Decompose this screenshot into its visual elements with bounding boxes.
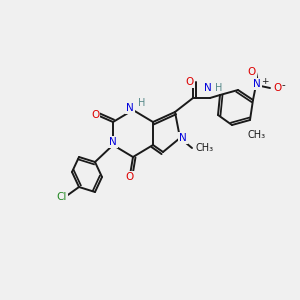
Text: N: N — [109, 137, 117, 147]
Text: O: O — [126, 172, 134, 182]
Text: CH₃: CH₃ — [248, 130, 266, 140]
Text: N: N — [204, 83, 212, 93]
Text: H: H — [215, 83, 222, 93]
Text: O: O — [273, 83, 281, 93]
Text: +: + — [261, 76, 268, 85]
Text: CH₃: CH₃ — [195, 143, 213, 153]
Text: N: N — [126, 103, 134, 113]
Text: N: N — [253, 79, 261, 89]
Text: -: - — [281, 80, 285, 90]
Text: Cl: Cl — [57, 192, 67, 202]
Text: O: O — [248, 67, 256, 77]
Text: H: H — [138, 98, 146, 108]
Text: O: O — [186, 77, 194, 87]
Text: O: O — [91, 110, 99, 120]
Text: N: N — [179, 133, 187, 143]
